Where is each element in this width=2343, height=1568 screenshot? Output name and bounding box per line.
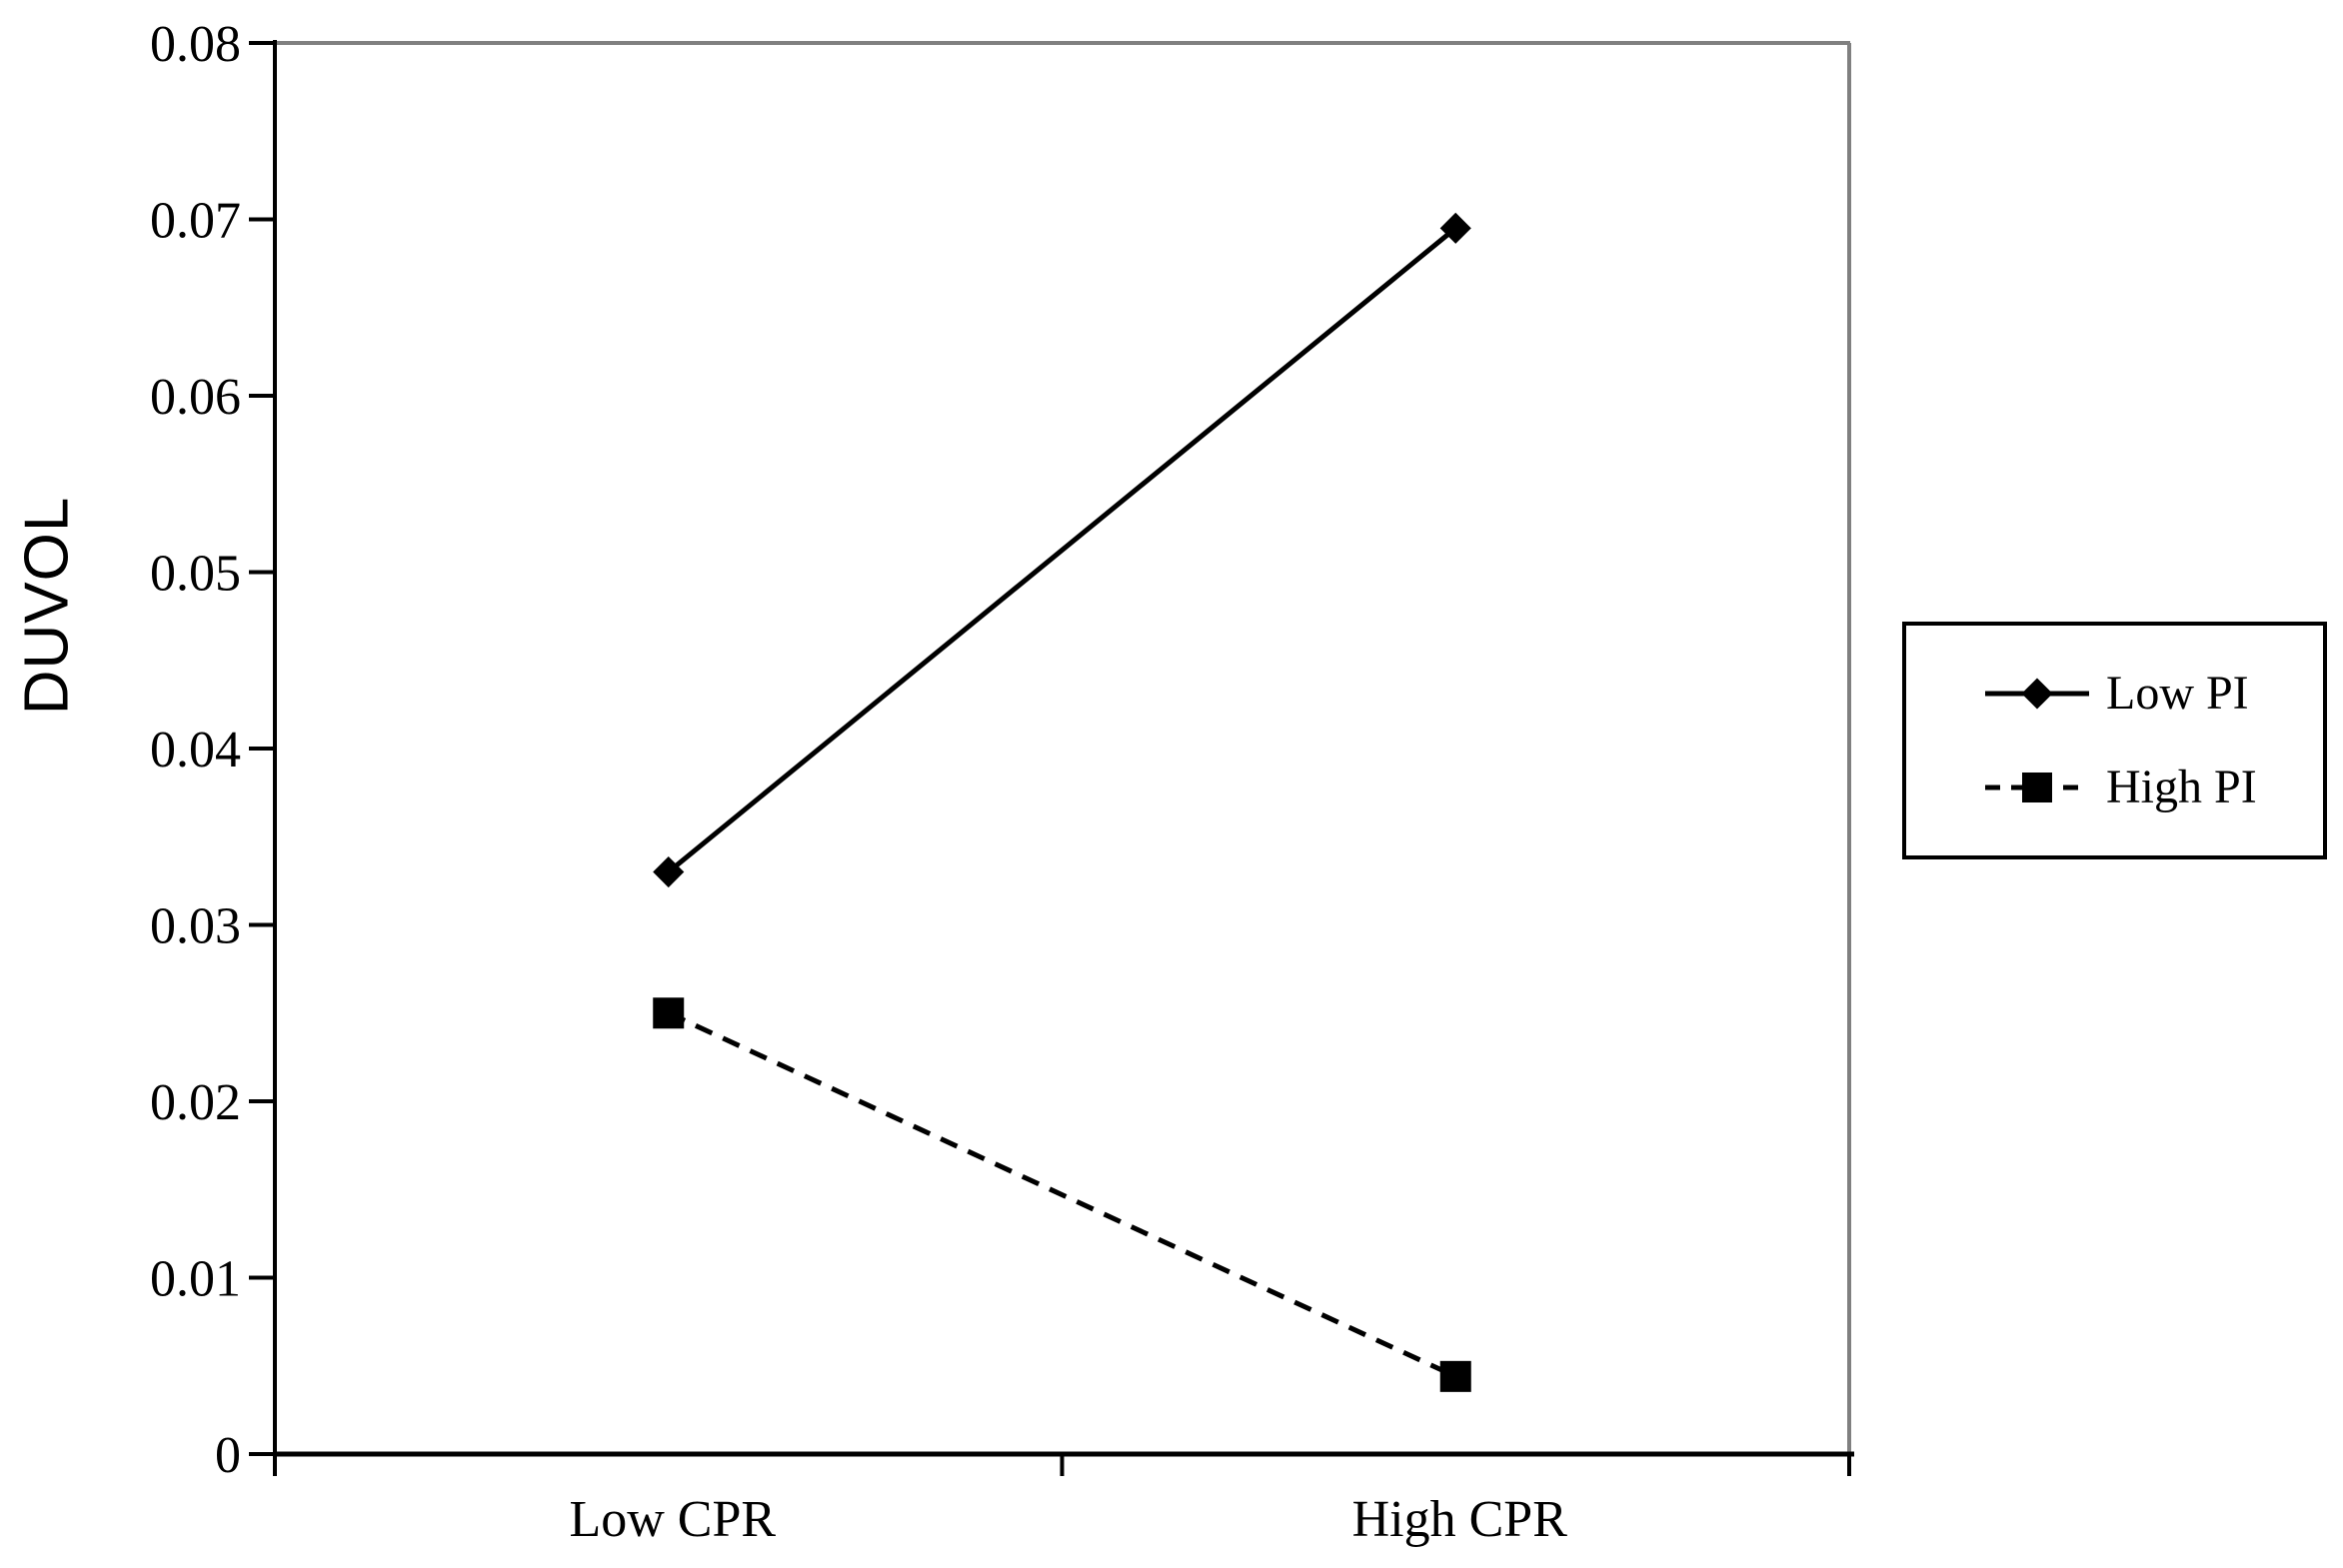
- legend-label-high-pi: High PI: [2106, 761, 2257, 813]
- high-pi-line-sample-icon: [1985, 773, 2089, 802]
- y-tick-label: 0.08: [150, 16, 241, 73]
- y-tick-label: 0.04: [150, 722, 241, 779]
- series-line-high-pi: [667, 1010, 1457, 1379]
- low-pi-line-sample-icon: [1985, 678, 2089, 710]
- data-point-square: [653, 997, 685, 1029]
- legend-entry-low-pi: Low PI: [1984, 670, 2323, 718]
- legend-entry-high-pi: High PI: [1984, 764, 2323, 811]
- y-tick-label: 0.02: [150, 1074, 241, 1131]
- y-tick-label: 0.03: [150, 898, 241, 955]
- legend: Low PI High PI: [1902, 622, 2327, 859]
- legend-label-low-pi: Low PI: [2106, 667, 2249, 720]
- y-tick-label: 0: [215, 1427, 241, 1484]
- data-point-square: [1439, 1360, 1471, 1392]
- x-category-label: High CPR: [1352, 1491, 1568, 1548]
- series-line-low-pi: [667, 226, 1457, 874]
- y-tick-label: 0.01: [150, 1251, 241, 1308]
- x-category-label: Low CPR: [569, 1491, 776, 1548]
- y-axis-title: DUVOL: [12, 496, 82, 716]
- y-tick-label: 0.07: [150, 193, 241, 250]
- y-tick-label: 0.06: [150, 369, 241, 426]
- y-tick-label: 0.05: [150, 546, 241, 603]
